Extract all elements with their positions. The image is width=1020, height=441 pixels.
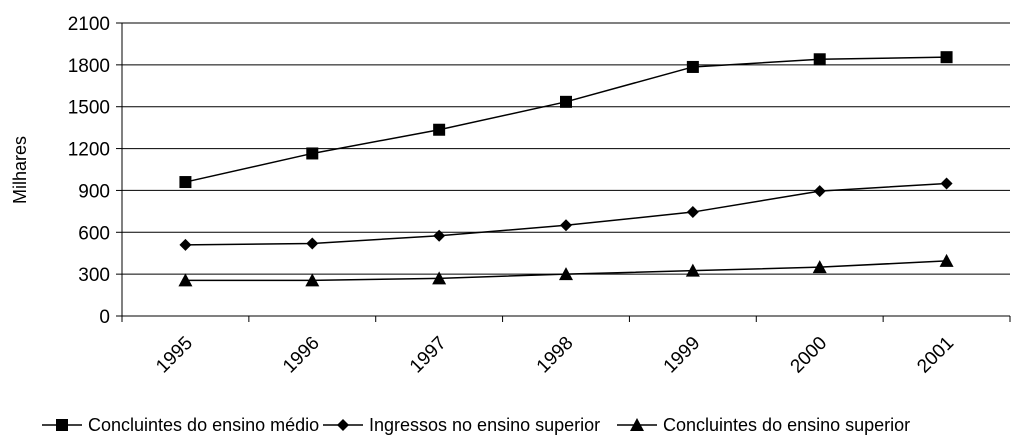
x-tick-label: 2001 <box>913 333 958 378</box>
legend-entry-label: Concluintes do ensino superior <box>663 415 910 435</box>
series-line-diamond <box>185 182 947 246</box>
y-tick-label: 1200 <box>68 140 110 161</box>
data-point-diamond <box>560 219 572 232</box>
legend-entry-label: Concluintes do ensino médio <box>88 415 319 435</box>
data-point-triangle <box>432 271 447 285</box>
x-tick-label: 2000 <box>787 333 832 378</box>
legend-marker-diamond <box>337 419 349 431</box>
data-point-triangle <box>559 267 573 281</box>
x-tick-label: 1999 <box>660 333 705 378</box>
x-axis-ticks: 1995 1996 1997 1998 1999 2000 2001 <box>121 316 1011 378</box>
data-point-triangle <box>939 253 954 267</box>
data-point-triangle <box>685 263 700 277</box>
data-point-square <box>940 51 953 64</box>
y-tick-label: 600 <box>78 223 110 244</box>
data-point-square <box>179 176 192 189</box>
x-tick-label: 1998 <box>533 333 578 378</box>
gridlines <box>122 22 1010 275</box>
data-point-square <box>813 53 826 66</box>
y-tick-label: 0 <box>99 307 110 328</box>
data-point-square <box>306 147 319 160</box>
legend-marker-square <box>56 419 68 431</box>
data-point-square <box>433 123 446 136</box>
data-point-diamond <box>179 238 192 251</box>
data-point-square <box>560 95 572 108</box>
y-tick-label: 300 <box>78 265 110 286</box>
data-point-diamond <box>306 237 319 250</box>
legend-marker-triangle <box>630 418 644 431</box>
data-point-diamond <box>940 177 953 190</box>
y-axis-ticks: 0 300 600 900 1200 1500 1800 2100 <box>68 14 122 328</box>
series-group <box>178 51 954 287</box>
data-point-diamond <box>433 229 446 242</box>
legend-entry-label: Ingressos no ensino superior <box>369 415 600 435</box>
x-tick-label: 1996 <box>279 333 324 378</box>
data-point-diamond <box>686 206 699 219</box>
series-line-square <box>185 56 947 183</box>
y-tick-label: 1800 <box>68 56 110 77</box>
y-tick-label: 900 <box>78 181 110 202</box>
x-tick-label: 1995 <box>152 333 197 378</box>
y-axis-label: Milhares <box>10 136 30 204</box>
data-point-diamond <box>813 185 826 198</box>
axes <box>121 23 1010 317</box>
y-tick-label: 2100 <box>68 14 110 35</box>
x-tick-label: 1997 <box>406 333 451 378</box>
data-point-triangle <box>178 273 193 287</box>
data-point-triangle <box>305 273 320 287</box>
data-point-triangle <box>812 260 827 274</box>
legend: Concluintes do ensino médio Ingressos no … <box>42 415 910 435</box>
data-point-square <box>686 60 699 73</box>
y-tick-label: 1500 <box>68 98 110 119</box>
